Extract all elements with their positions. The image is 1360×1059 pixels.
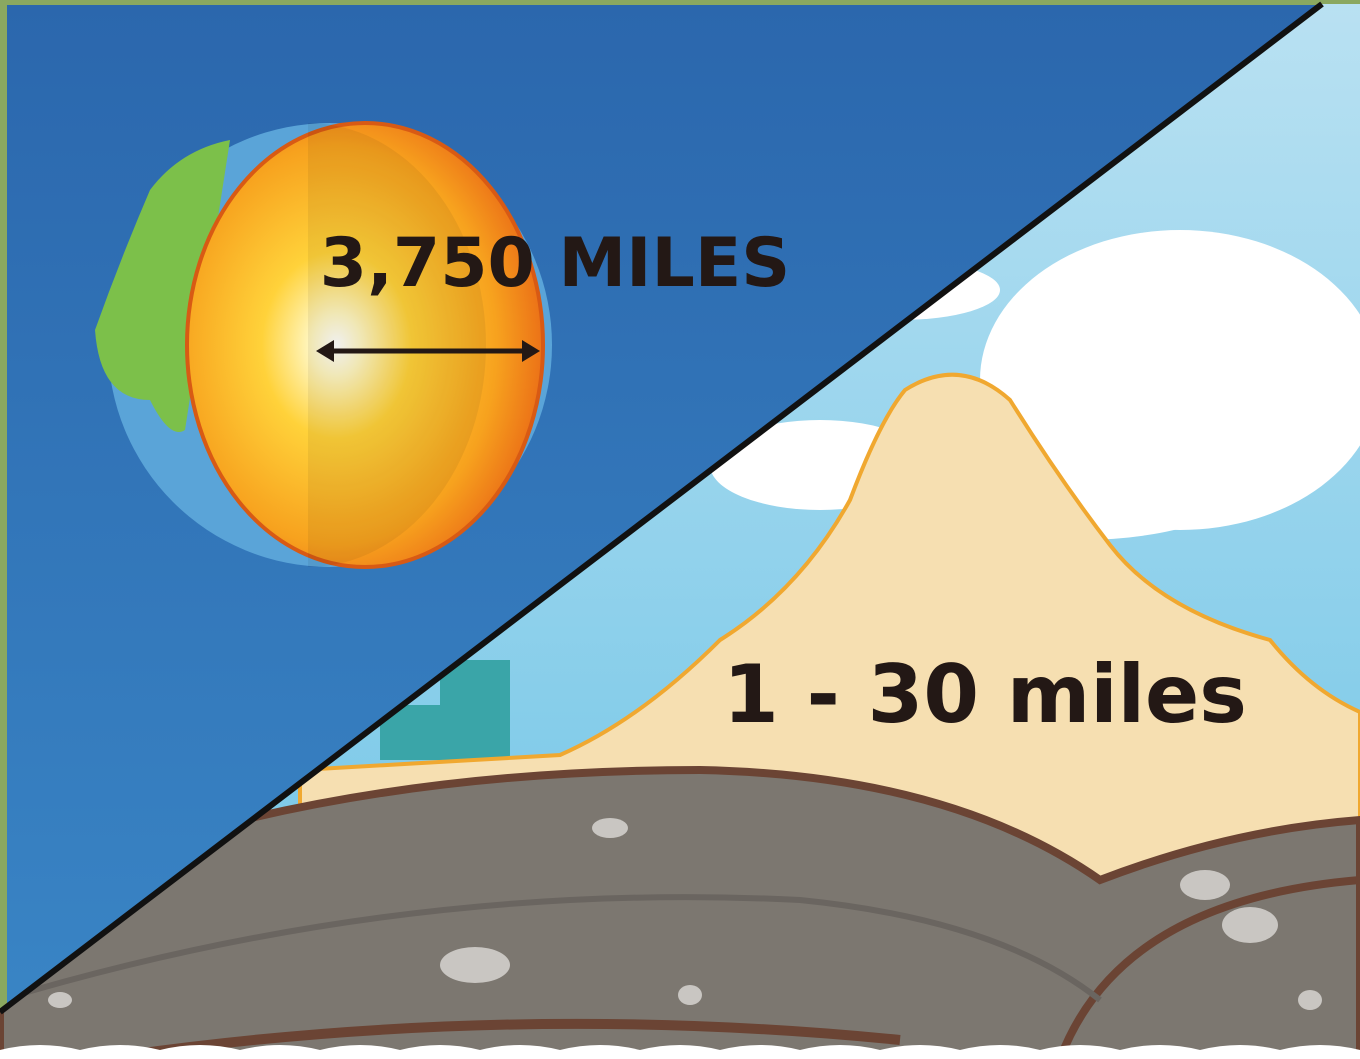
crust-label: 1 - 30 miles [723,648,1247,741]
pebbles [48,818,1322,1010]
page-edge [0,1045,1360,1059]
core-label: 3,750 MILES [320,224,791,303]
mountain [298,372,1360,902]
earth-cutaway [95,121,552,569]
divider [0,1,1324,1015]
buildings [380,660,510,760]
